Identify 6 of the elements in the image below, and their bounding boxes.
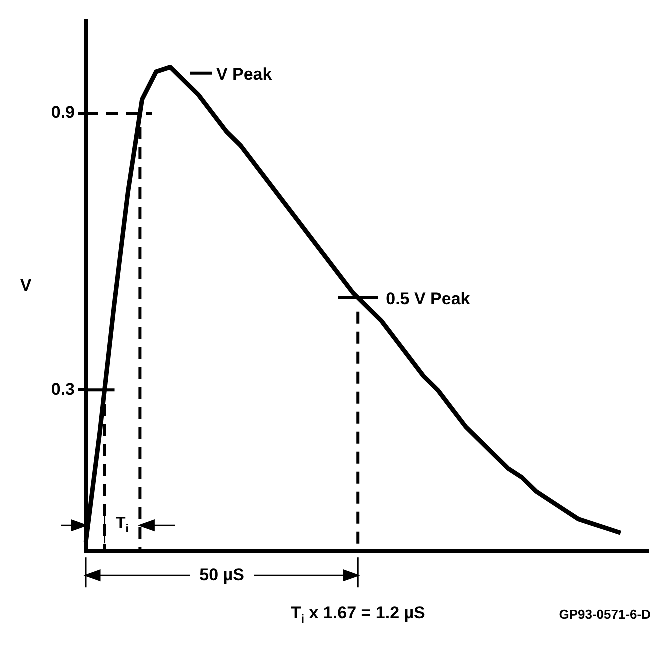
- text: GP93-0571-6-D: [559, 607, 652, 622]
- y-tick-label: 0.3: [51, 380, 75, 399]
- annotation: V Peak: [216, 65, 273, 84]
- y-axis-title: V: [20, 276, 32, 296]
- y-tick-label: 0.9: [51, 103, 75, 122]
- annotation: 0.5 V Peak: [386, 290, 471, 309]
